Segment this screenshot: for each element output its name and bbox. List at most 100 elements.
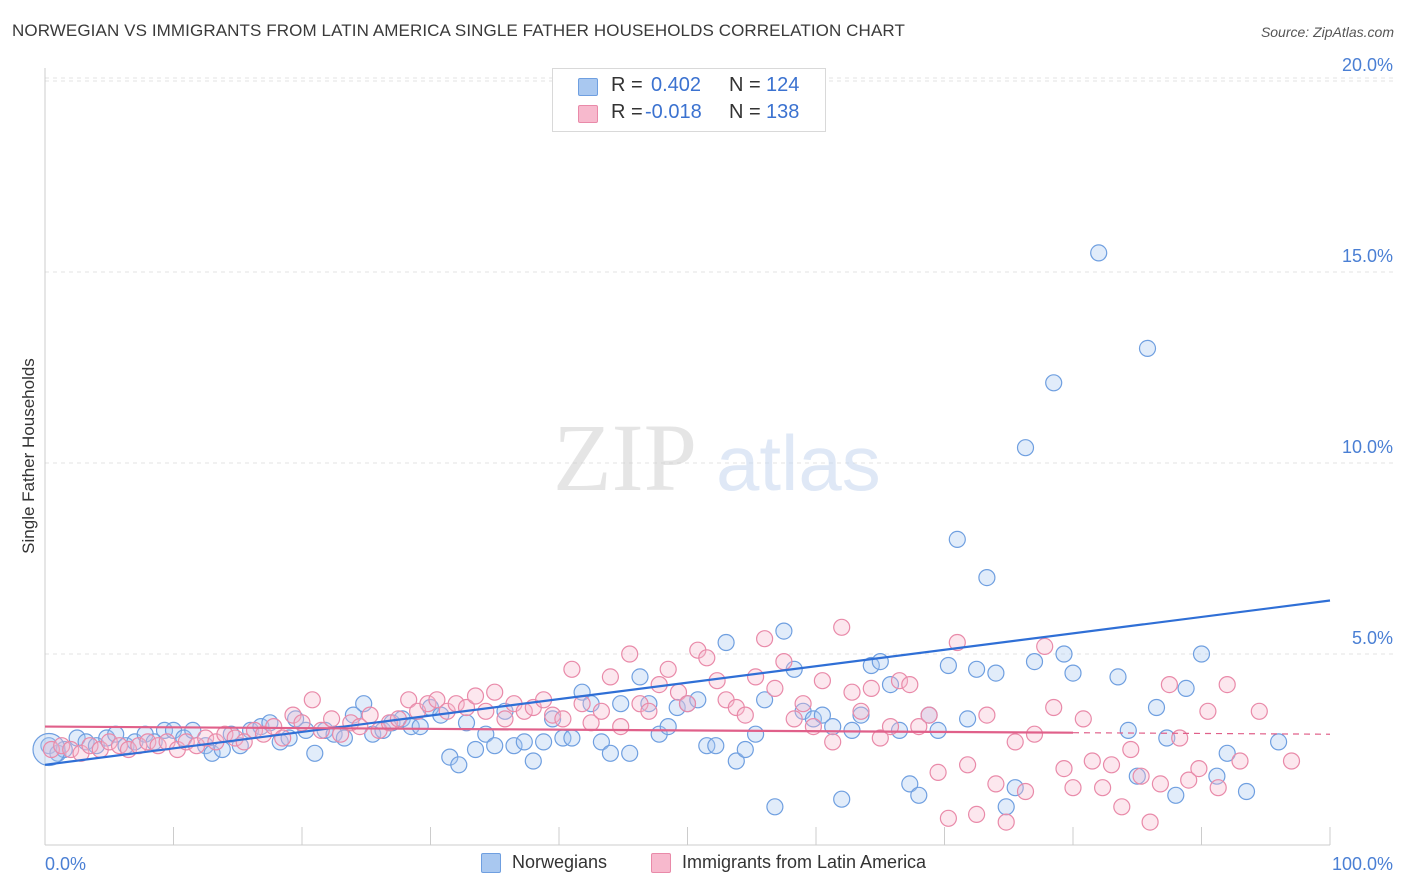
data-point-latin-america	[997, 813, 1015, 831]
legend-row-latin-america: R = -0.018 N = 138	[553, 101, 825, 127]
data-point-norwegians	[563, 729, 581, 747]
data-point-latin-america	[775, 652, 793, 671]
data-point-latin-america	[929, 763, 947, 782]
data-point-latin-america	[601, 668, 620, 686]
data-point-latin-america	[197, 729, 215, 747]
data-point-latin-america	[419, 695, 437, 713]
data-point-norwegians	[1090, 244, 1108, 262]
data-point-latin-america	[1093, 779, 1112, 797]
data-point-latin-america	[1160, 675, 1179, 694]
data-point-latin-america	[1141, 813, 1159, 831]
data-point-norwegians	[689, 691, 707, 709]
data-point-latin-america	[486, 683, 504, 701]
data-point-norwegians	[698, 737, 716, 755]
data-point-latin-america	[323, 710, 341, 728]
data-point-latin-america	[400, 691, 418, 709]
data-point-norwegians	[967, 660, 986, 678]
data-point-latin-america	[766, 679, 784, 698]
data-point-norwegians	[592, 733, 611, 751]
data-point-norwegians	[1016, 439, 1035, 457]
data-point-latin-america	[42, 740, 61, 759]
data-point-norwegians	[450, 756, 468, 774]
watermark-zip: ZIP	[553, 404, 697, 511]
data-point-latin-america	[640, 702, 658, 720]
data-point-latin-america	[81, 737, 99, 755]
data-point-norwegians	[612, 695, 630, 713]
data-point-latin-america	[1180, 771, 1198, 789]
data-point-norwegians	[727, 752, 745, 770]
data-point-latin-america	[1282, 752, 1301, 770]
data-point-norwegians	[486, 737, 504, 755]
data-point-norwegians	[621, 744, 639, 762]
data-point-norwegians	[659, 717, 677, 736]
data-point-norwegians	[978, 568, 996, 587]
data-point-latin-america	[62, 740, 80, 759]
data-point-latin-america	[958, 756, 977, 774]
legend-n-label: N =	[729, 101, 761, 123]
data-point-norwegians	[1006, 779, 1024, 797]
legend-r-label: R =	[611, 101, 643, 123]
chart-title: NORWEGIAN VS IMMIGRANTS FROM LATIN AMERI…	[12, 21, 905, 40]
data-point-norwegians	[457, 714, 476, 732]
data-point-latin-america	[1218, 675, 1236, 694]
data-point-latin-america	[813, 672, 832, 690]
data-point-norwegians	[901, 775, 919, 793]
bottom-legend-label: Immigrants from Latin America	[682, 852, 927, 872]
data-point-latin-america	[967, 805, 986, 824]
data-point-latin-america	[890, 672, 909, 690]
data-point-latin-america	[466, 687, 485, 705]
data-point-norwegians	[929, 721, 947, 740]
data-point-norwegians	[948, 530, 966, 549]
trend-line-latin-america-extension	[1072, 732, 1331, 735]
data-point-latin-america	[477, 702, 495, 720]
data-point-norwegians	[890, 721, 909, 740]
legend-n-label: N =	[729, 74, 761, 96]
data-point-norwegians	[1119, 721, 1137, 740]
data-point-norwegians	[939, 656, 958, 675]
data-point-latin-america	[554, 710, 572, 728]
watermark: ZIP atlas	[553, 404, 881, 511]
data-point-latin-america	[948, 633, 966, 652]
data-point-norwegians	[1138, 339, 1157, 357]
data-point-norwegians	[524, 752, 542, 770]
data-point-latin-america	[303, 691, 321, 709]
data-point-latin-america	[1151, 775, 1170, 793]
data-point-latin-america	[843, 683, 861, 701]
trend-line-latin-america	[44, 725, 1074, 734]
series-latin-america	[42, 618, 1301, 831]
data-point-latin-america	[852, 702, 870, 720]
data-point-latin-america	[573, 695, 591, 713]
data-point-latin-america	[612, 717, 630, 736]
data-point-latin-america	[621, 645, 639, 663]
data-point-latin-america	[1122, 740, 1140, 759]
data-point-latin-america	[361, 706, 379, 724]
data-point-norwegians	[515, 733, 533, 751]
data-point-latin-america	[1209, 779, 1227, 797]
data-point-norwegians	[1192, 645, 1211, 663]
data-point-norwegians	[1025, 652, 1044, 671]
source-label: Source: ZipAtlas.com	[1260, 24, 1394, 40]
data-point-latin-america	[563, 660, 581, 678]
data-point-latin-america	[833, 618, 851, 636]
data-point-latin-america	[293, 714, 311, 732]
data-point-latin-america	[698, 649, 716, 667]
data-point-norwegians	[631, 668, 649, 686]
legend-r-value: 0.402	[651, 74, 702, 96]
data-point-latin-america	[592, 702, 611, 720]
data-point-latin-america	[1025, 725, 1044, 743]
data-point-latin-america	[910, 717, 928, 736]
data-point-norwegians	[736, 740, 754, 759]
data-point-latin-america	[1113, 798, 1131, 816]
data-point-norwegians	[958, 710, 977, 728]
data-point-latin-america	[987, 775, 1005, 793]
legend-r-value: -0.018	[645, 101, 702, 123]
data-point-latin-america	[1055, 759, 1073, 778]
bottom-legend-swatch-pink	[651, 853, 671, 873]
data-point-norwegians	[707, 737, 725, 755]
data-point-norwegians	[466, 740, 485, 759]
data-point-latin-america	[901, 675, 919, 694]
data-point-norwegians	[833, 790, 851, 808]
trend-lines	[44, 599, 1331, 766]
data-point-latin-america	[139, 733, 157, 751]
data-point-norwegians	[862, 656, 880, 675]
